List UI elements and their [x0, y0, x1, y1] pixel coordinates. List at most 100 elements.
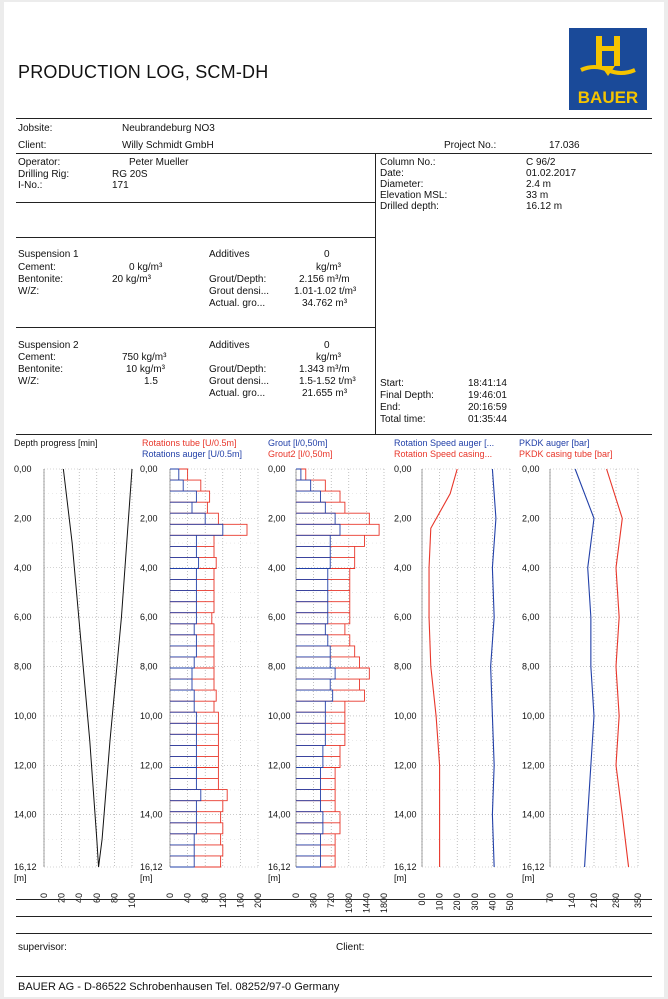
y-tick-label: 8,00 [268, 662, 286, 672]
suspension2-cement-label: Cement: [18, 352, 56, 363]
company-footer: BAUER AG - D-86522 Schrobenhausen Tel. 0… [18, 981, 340, 993]
y-tick-label: 16,12 [14, 862, 37, 872]
chart3-header-grout: Grout [l/0,50m] [268, 438, 328, 448]
diameter-label: Diameter: [380, 179, 424, 190]
y-tick-label: 12,00 [522, 760, 545, 770]
suspension2-wz-label: W/Z: [18, 376, 40, 387]
suspension2-actual-value: 21.655 m³ [302, 388, 348, 399]
drilled-depth-value: 16.12 m [526, 201, 563, 212]
y-tick-label: 12,00 [140, 760, 163, 770]
unit-label: [m] [14, 873, 27, 883]
x-tick-label: 200 [253, 893, 263, 908]
suspension2-actual-label: Actual. gro... [209, 388, 266, 399]
x-tick-label: 0 [291, 893, 301, 898]
chart1-header: Depth progress [min] [14, 438, 98, 448]
elevation-label: Elevation MSL: [380, 190, 448, 201]
y-tick-label: 10,00 [14, 711, 37, 721]
logo-text: BAUER [577, 88, 639, 107]
y-tick-label: 12,00 [394, 760, 417, 770]
suspension2-bentonite-label: Bentonite: [18, 364, 64, 375]
client-label: Client: [18, 140, 47, 151]
suspension1-wz-label: W/Z: [18, 286, 40, 297]
suspension1-cement-label: Cement: [18, 262, 56, 273]
x-tick-label: 280 [611, 893, 621, 908]
suspension1-additives-value: 0 [324, 249, 330, 260]
y-tick-label: 6,00 [140, 612, 158, 622]
x-tick-label: 20 [57, 893, 67, 903]
y-tick-label: 0,00 [522, 464, 540, 474]
bauer-logo: BAUER [569, 28, 647, 110]
date-label: Date: [380, 168, 404, 179]
y-tick-label: 8,00 [14, 662, 32, 672]
divider [16, 933, 652, 934]
x-tick-label: 1800 [379, 893, 389, 913]
y-tick-label: 2,00 [140, 513, 158, 523]
suspension2-grout-depth-label: Grout/Depth: [209, 364, 267, 375]
suspension2-grout-density-label: Grout densi... [209, 376, 270, 387]
line-series-0 [574, 468, 595, 868]
y-tick-label: 6,00 [394, 612, 412, 622]
divider [16, 237, 376, 238]
final-depth-label: Final Depth: [380, 390, 434, 401]
chart5-header-casing: PKDK casing tube [bar] [519, 449, 613, 459]
charts-area: 0 20 40 60 80 100 0,00 2,00 4,00 6,00 8,00 10,00 12,… [14, 464, 643, 913]
y-tick-label: 6,00 [268, 612, 286, 622]
suspension1-grout-depth-value: 2.156 m³/m [299, 274, 350, 285]
y-tick-label: 14,00 [522, 810, 545, 820]
column-label: Column No.: [380, 157, 436, 168]
diameter-value: 2.4 m [526, 179, 552, 190]
x-tick-label: 210 [589, 893, 599, 908]
suspension1-grout-depth-label: Grout/Depth: [209, 274, 267, 285]
footer-client-label: Client: [336, 942, 365, 953]
x-tick-label: 120 [218, 893, 228, 908]
final-depth-value: 19:46:01 [468, 390, 507, 401]
project-value: 17.036 [549, 140, 580, 151]
chart2-header-tube: Rotations tube [U/0.5m] [142, 438, 237, 448]
suspension1-grout-density-value: 1.01-1.02 t/m³ [294, 286, 357, 297]
total-time-label: Total time: [380, 414, 426, 425]
x-tick-label: 0 [165, 893, 175, 898]
y-tick-label: 16,12 [140, 862, 163, 872]
x-tick-label: 40 [183, 893, 193, 903]
suspension2-additives-value: 0 [324, 340, 330, 351]
start-label: Start: [380, 378, 404, 389]
y-tick-label: 4,00 [140, 563, 158, 573]
unit-label: [m] [140, 873, 153, 883]
unit-label: [m] [394, 873, 407, 883]
divider [16, 327, 376, 328]
y-tick-label: 10,00 [140, 711, 163, 721]
operator-value: Peter Mueller [129, 157, 189, 168]
suspension2-additives-label: Additives [209, 340, 250, 351]
drilled-depth-label: Drilled depth: [380, 201, 439, 212]
chart2-header-auger: Rotations auger [U/0.5m] [142, 449, 243, 459]
suspension1-additives-unit: kg/m³ [316, 262, 341, 273]
client-value: Willy Schmidt GmbH [122, 140, 214, 151]
x-tick-label: 140 [567, 893, 577, 908]
bar-series-1 [296, 468, 341, 868]
y-tick-label: 2,00 [522, 513, 540, 523]
suspension2-cement-value: 750 kg/m³ [122, 352, 167, 363]
project-label: Project No.: [444, 140, 497, 151]
jobsite-value: Neubrandeburg NO3 [122, 123, 215, 134]
y-tick-label: 14,00 [394, 810, 417, 820]
suspension1-cement-value: 0 kg/m³ [129, 262, 163, 273]
jobsite-label: Jobsite: [18, 123, 53, 134]
x-tick-label: 40.0 [487, 893, 497, 911]
x-tick-label: 720 [326, 893, 336, 908]
x-tick-label: 50.0 [505, 893, 515, 911]
line-series-1 [428, 468, 458, 867]
production-log-sheet: PRODUCTION LOG, SCM-DH BAUER Jobsite: Ne… [4, 2, 664, 997]
y-tick-label: 0,00 [140, 464, 158, 474]
y-tick-label: 0,00 [14, 464, 32, 474]
x-tick-label: 0 [39, 893, 49, 898]
x-tick-label: 1440 [361, 893, 371, 913]
y-tick-label: 10,00 [394, 711, 417, 721]
drilling-rig-label: Drilling Rig: [18, 169, 70, 180]
y-tick-label: 0,00 [394, 464, 412, 474]
suspension1-actual-value: 34.762 m³ [302, 298, 348, 309]
divider [16, 153, 652, 154]
line-series-0 [490, 468, 497, 868]
logo-mark-icon [580, 36, 636, 76]
y-tick-label: 16,12 [394, 862, 417, 872]
y-tick-label: 2,00 [14, 513, 32, 523]
